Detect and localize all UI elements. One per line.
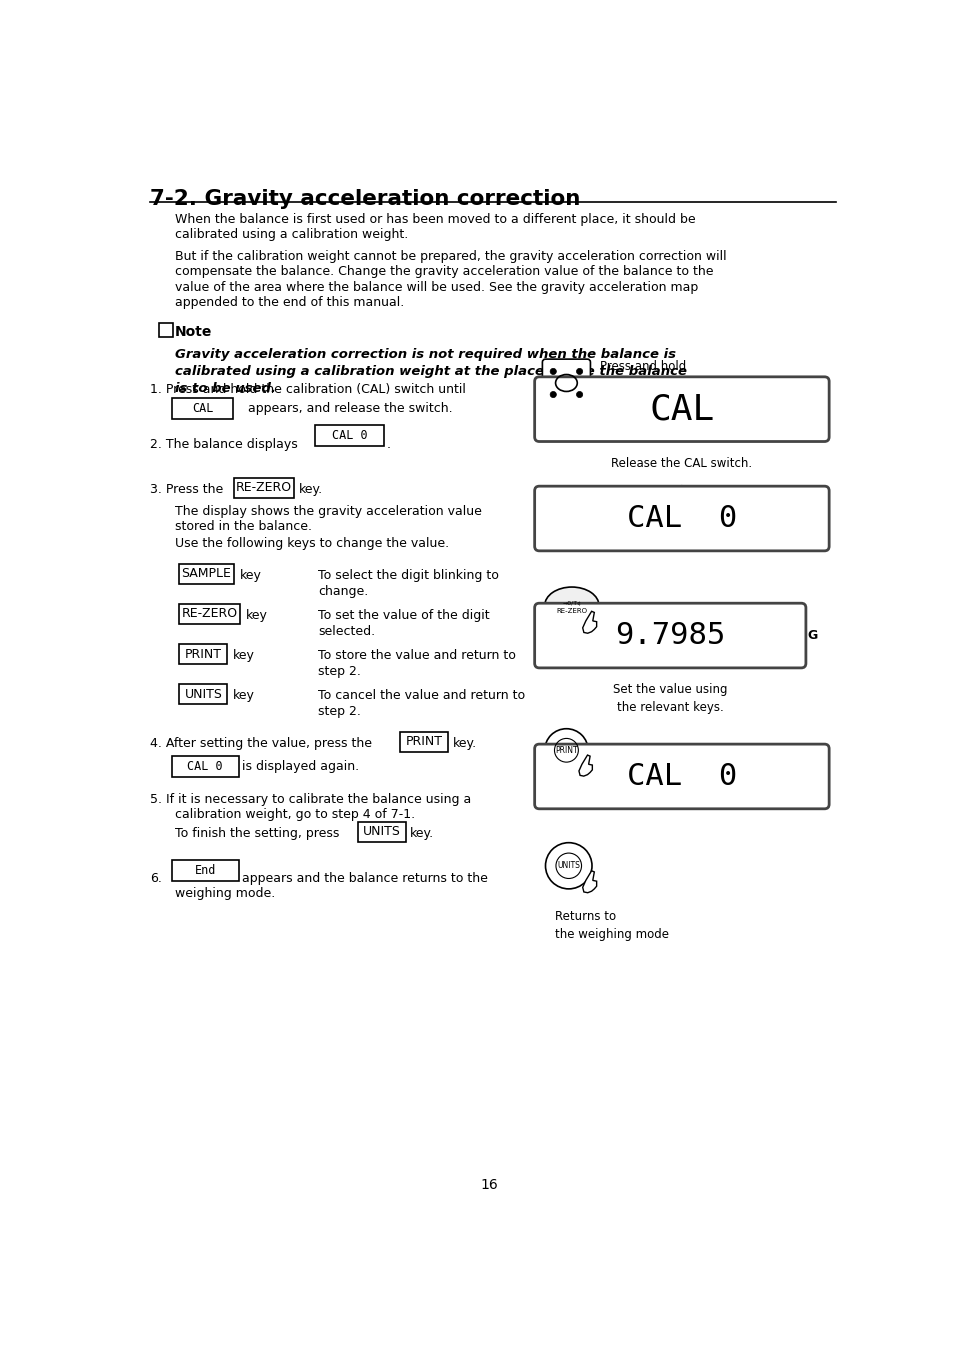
Text: key: key <box>239 570 261 582</box>
Text: The display shows the gravity acceleration value: The display shows the gravity accelerati… <box>174 505 481 517</box>
Polygon shape <box>578 755 592 776</box>
Text: calibrated using a calibration weight at the place where the balance: calibrated using a calibration weight at… <box>174 366 686 378</box>
Text: Press and hold
the CAL switch.: Press and hold the CAL switch. <box>599 359 690 392</box>
FancyBboxPatch shape <box>534 744 828 809</box>
Text: G: G <box>807 629 817 643</box>
Polygon shape <box>582 612 596 633</box>
Text: key.: key. <box>410 828 434 840</box>
Ellipse shape <box>544 587 598 624</box>
Text: change.: change. <box>318 585 368 598</box>
Text: RE-ZERO: RE-ZERO <box>235 481 292 494</box>
Text: 5. If it is necessary to calibrate the balance using a: 5. If it is necessary to calibrate the b… <box>150 792 471 806</box>
FancyBboxPatch shape <box>179 564 233 585</box>
Circle shape <box>550 369 556 374</box>
Circle shape <box>550 392 556 398</box>
Text: To finish the setting, press: To finish the setting, press <box>174 828 339 840</box>
Text: calibration weight, go to step 4 of 7-1.: calibration weight, go to step 4 of 7-1. <box>174 809 415 821</box>
Text: 6.: 6. <box>150 872 162 886</box>
Text: key.: key. <box>452 737 476 751</box>
Text: CAL 0: CAL 0 <box>188 760 223 774</box>
FancyBboxPatch shape <box>357 822 405 842</box>
Text: Note: Note <box>174 325 213 339</box>
FancyBboxPatch shape <box>158 323 172 338</box>
Text: UNITS: UNITS <box>557 861 579 871</box>
Text: RE-ZERO: RE-ZERO <box>556 608 587 614</box>
Text: RE-ZERO: RE-ZERO <box>181 608 237 621</box>
FancyBboxPatch shape <box>315 424 384 446</box>
Text: PRINT: PRINT <box>185 648 222 660</box>
Text: step 2.: step 2. <box>318 664 361 678</box>
Text: stored in the balance.: stored in the balance. <box>174 520 312 533</box>
Text: 7-2. Gravity acceleration correction: 7-2. Gravity acceleration correction <box>150 189 580 209</box>
Text: .: . <box>386 439 390 451</box>
FancyBboxPatch shape <box>172 756 238 778</box>
Text: 16: 16 <box>479 1177 497 1192</box>
Text: Returns to
the weighing mode: Returns to the weighing mode <box>555 910 668 941</box>
Circle shape <box>544 729 587 772</box>
FancyBboxPatch shape <box>534 377 828 441</box>
Text: 1. Press and hold the calibration (CAL) switch until: 1. Press and hold the calibration (CAL) … <box>150 383 466 396</box>
FancyBboxPatch shape <box>534 486 828 551</box>
FancyBboxPatch shape <box>172 398 233 420</box>
Text: 3. Press the: 3. Press the <box>150 483 223 495</box>
Text: CAL  0: CAL 0 <box>626 504 737 533</box>
Text: 9.7985: 9.7985 <box>615 621 724 651</box>
Text: 2. The balance displays: 2. The balance displays <box>150 439 297 451</box>
Text: But if the calibration weight cannot be prepared, the gravity acceleration corre: But if the calibration weight cannot be … <box>174 250 726 263</box>
Text: UNITS: UNITS <box>184 687 222 701</box>
Text: key.: key. <box>298 483 322 495</box>
Text: is displayed again.: is displayed again. <box>241 760 358 774</box>
Circle shape <box>545 842 592 888</box>
Text: To select the digit blinking to: To select the digit blinking to <box>318 570 498 582</box>
Text: weighing mode.: weighing mode. <box>174 887 275 900</box>
Text: key: key <box>233 690 254 702</box>
Text: CAL: CAL <box>192 402 213 414</box>
FancyBboxPatch shape <box>179 644 227 664</box>
FancyBboxPatch shape <box>179 684 227 705</box>
Text: 4. After setting the value, press the: 4. After setting the value, press the <box>150 737 372 751</box>
Text: CAL  0: CAL 0 <box>626 761 737 791</box>
Text: CAL: CAL <box>649 392 714 427</box>
Text: UNITS: UNITS <box>362 825 400 838</box>
Text: PRINT: PRINT <box>555 745 578 755</box>
Text: End: End <box>194 864 215 878</box>
Text: To store the value and return to: To store the value and return to <box>318 649 516 663</box>
Text: CAL 0: CAL 0 <box>332 429 367 441</box>
Text: appears, and release the switch.: appears, and release the switch. <box>235 402 452 414</box>
Text: Set the value using
the relevant keys.: Set the value using the relevant keys. <box>613 683 727 714</box>
FancyBboxPatch shape <box>534 603 805 668</box>
Text: When the balance is first used or has been moved to a different place, it should: When the balance is first used or has be… <box>174 213 695 225</box>
Text: Use the following keys to change the value.: Use the following keys to change the val… <box>174 537 449 549</box>
Circle shape <box>576 392 582 398</box>
Text: SAMPLE: SAMPLE <box>181 567 232 580</box>
FancyBboxPatch shape <box>233 478 294 498</box>
Text: →0/T¢: →0/T¢ <box>561 599 580 605</box>
Text: appended to the end of this manual.: appended to the end of this manual. <box>174 296 404 309</box>
Circle shape <box>576 369 582 374</box>
Text: is to be used.: is to be used. <box>174 382 275 396</box>
Text: step 2.: step 2. <box>318 705 361 718</box>
Text: calibrated using a calibration weight.: calibrated using a calibration weight. <box>174 228 408 242</box>
Text: appears and the balance returns to the: appears and the balance returns to the <box>241 872 487 886</box>
Text: To set the value of the digit: To set the value of the digit <box>318 609 490 622</box>
Text: Gravity acceleration correction is not required when the balance is: Gravity acceleration correction is not r… <box>174 348 676 362</box>
Text: key: key <box>246 609 268 622</box>
Text: PRINT: PRINT <box>405 736 442 748</box>
FancyBboxPatch shape <box>542 359 590 406</box>
Polygon shape <box>582 871 596 892</box>
FancyBboxPatch shape <box>179 603 240 624</box>
Text: value of the area where the balance will be used. See the gravity acceleration m: value of the area where the balance will… <box>174 281 698 293</box>
Text: selected.: selected. <box>318 625 375 637</box>
Text: key: key <box>233 649 254 663</box>
Text: Release the CAL switch.: Release the CAL switch. <box>611 456 752 470</box>
FancyBboxPatch shape <box>399 732 448 752</box>
FancyBboxPatch shape <box>172 860 238 882</box>
Text: compensate the balance. Change the gravity acceleration value of the balance to : compensate the balance. Change the gravi… <box>174 265 713 278</box>
Text: To store: To store <box>630 744 677 757</box>
Text: To cancel the value and return to: To cancel the value and return to <box>318 690 525 702</box>
